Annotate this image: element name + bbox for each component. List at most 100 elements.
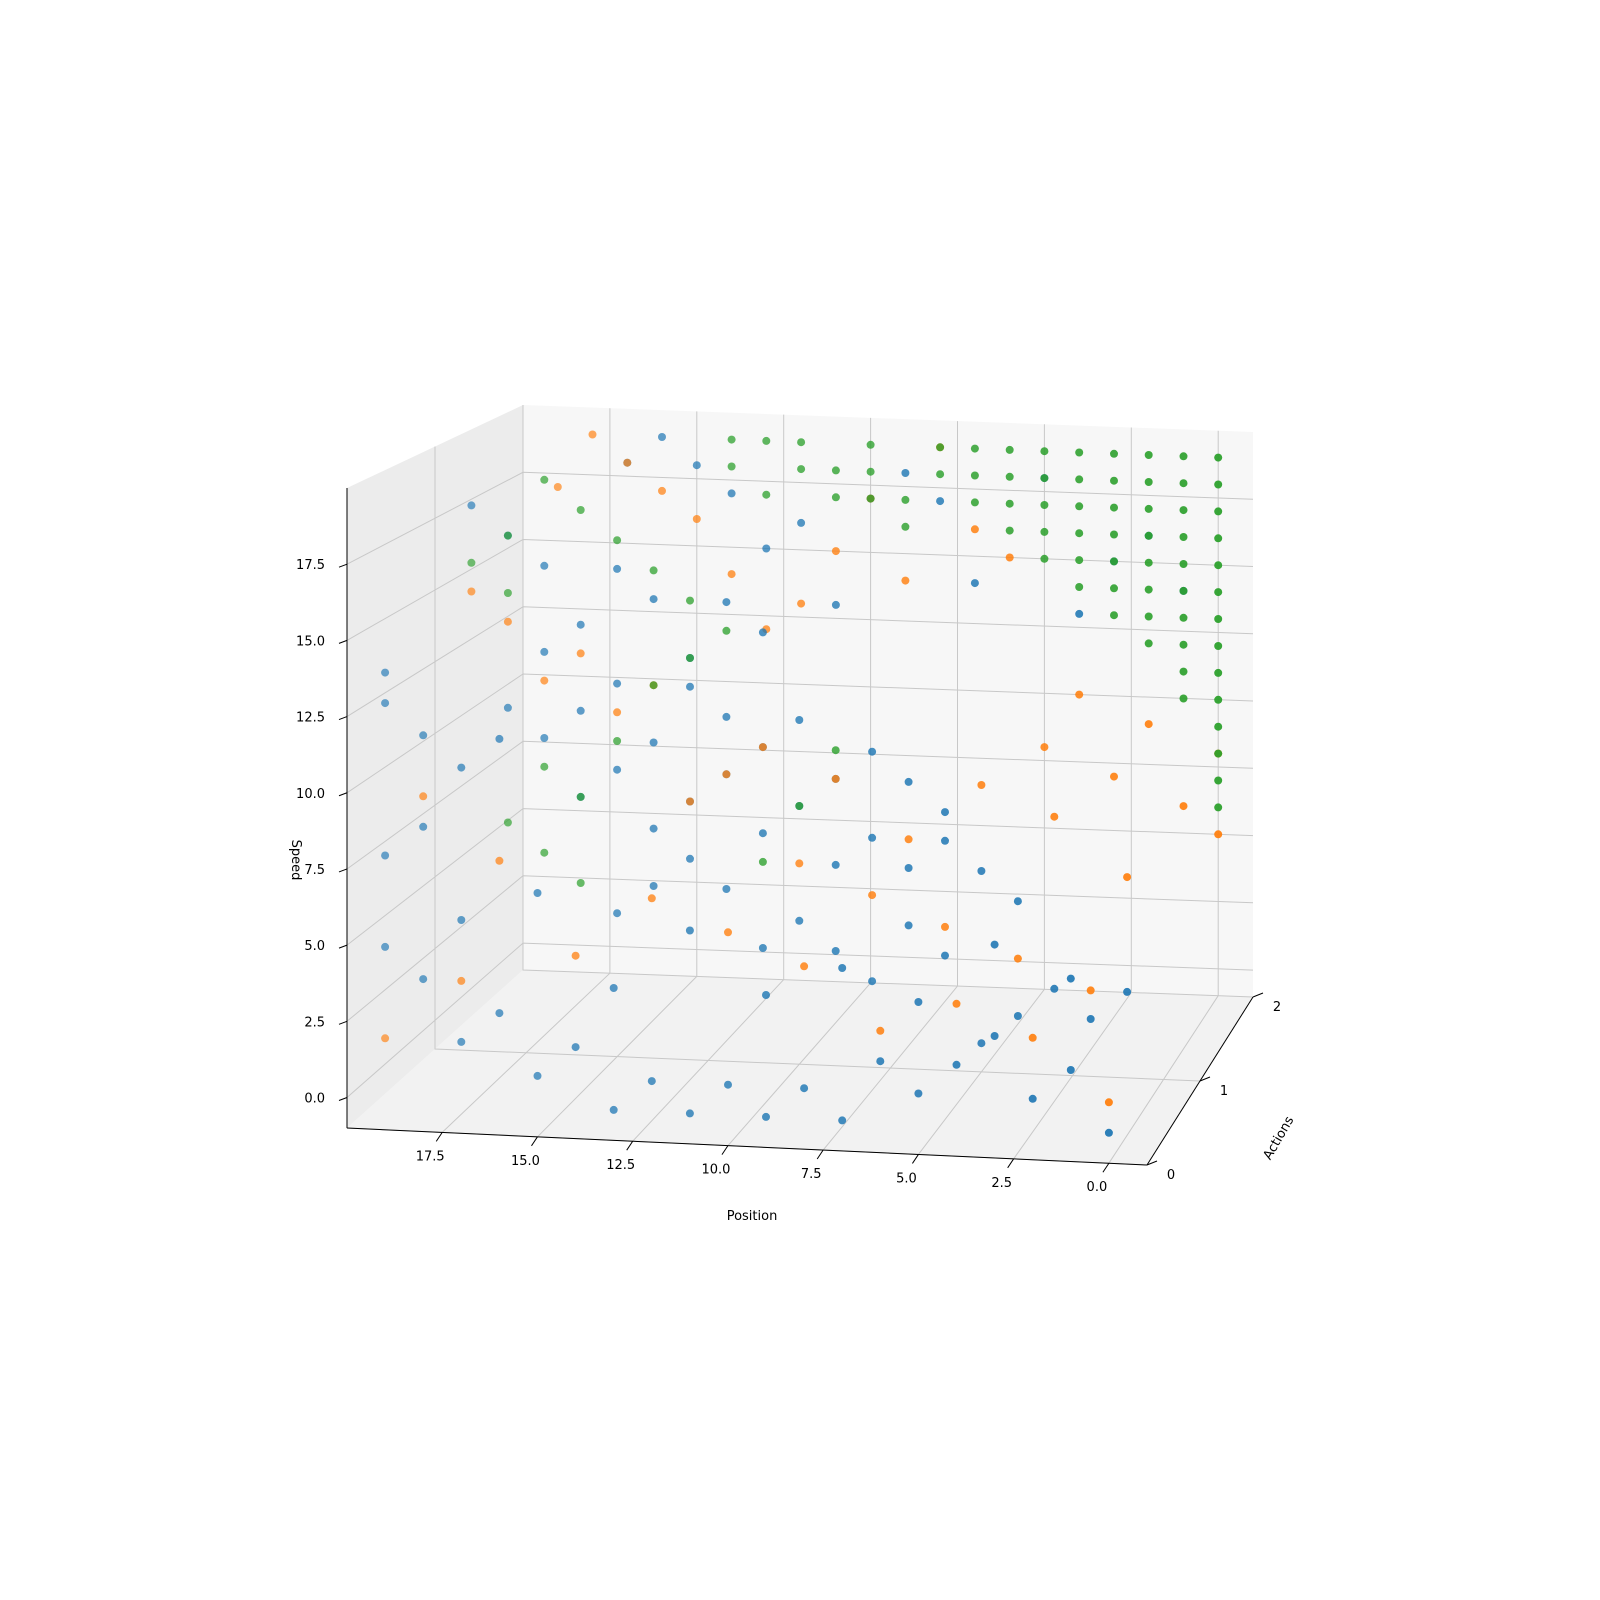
- point-series-1: [1040, 743, 1049, 752]
- point-series-0: [758, 628, 767, 637]
- point-series-2: [1179, 613, 1188, 622]
- x-tick: [531, 1136, 538, 1147]
- point-series-2: [1110, 530, 1118, 539]
- back-pane: [523, 405, 1253, 997]
- x-tick: [912, 1154, 919, 1164]
- point-series-0: [381, 699, 390, 708]
- point-series-0: [724, 1080, 732, 1089]
- point-series-0: [457, 763, 466, 772]
- point-series-1: [1013, 954, 1022, 963]
- point-series-2: [970, 471, 979, 480]
- point-series-1: [692, 515, 701, 523]
- x-tick-label: 5.0: [896, 1171, 917, 1186]
- point-series-0: [868, 977, 877, 986]
- point-series-2: [1179, 694, 1188, 703]
- point-series-2: [503, 818, 512, 827]
- point-series-0: [795, 716, 804, 724]
- point-series-0: [419, 975, 428, 984]
- z-gridline: [346, 471, 1254, 565]
- point-series-0: [1075, 609, 1084, 618]
- z-tick-label: 5.0: [304, 939, 325, 954]
- z-gridline: [346, 740, 1254, 870]
- point-series-2: [1214, 695, 1223, 704]
- point-series-2: [686, 596, 694, 605]
- y-tick: [1252, 992, 1264, 998]
- point-series-2: [1075, 556, 1084, 565]
- point-series-0: [381, 668, 390, 677]
- point-series-2: [649, 681, 658, 690]
- point-series-0: [1050, 984, 1059, 993]
- point-series-2: [1179, 586, 1188, 595]
- point-series-2: [970, 498, 979, 507]
- point-series-0: [692, 461, 701, 470]
- point-series-2: [1075, 475, 1084, 484]
- point-series-2: [1214, 776, 1223, 785]
- x-tick-label: 12.5: [606, 1158, 635, 1173]
- y-tick-label: 0: [1167, 1168, 1175, 1183]
- point-series-1: [588, 430, 597, 439]
- point-series-2: [1110, 449, 1118, 458]
- point-series-0: [576, 706, 585, 715]
- point-series-2: [1214, 588, 1223, 597]
- point-series-1: [724, 928, 732, 937]
- point-series-2: [831, 493, 840, 502]
- point-series-0: [571, 1043, 580, 1052]
- point-series-2: [540, 848, 549, 857]
- point-series-1: [722, 770, 731, 779]
- z-gridline: [346, 808, 1254, 946]
- point-series-0: [576, 620, 585, 629]
- point-series-2: [540, 762, 549, 771]
- point-series-2: [1144, 612, 1153, 621]
- point-series-0: [758, 829, 767, 838]
- point-series-2: [1110, 476, 1118, 485]
- point-series-2: [503, 531, 512, 540]
- point-series-2: [613, 737, 622, 745]
- point-series-1: [868, 891, 877, 900]
- y-tick: [1146, 1160, 1158, 1166]
- point-series-2: [1110, 503, 1118, 512]
- point-series-0: [1066, 1066, 1075, 1074]
- point-series-1: [647, 894, 656, 903]
- point-series-2: [1040, 527, 1049, 536]
- x-tick: [1102, 1162, 1110, 1173]
- point-series-0: [495, 1009, 504, 1018]
- point-series-1: [970, 525, 979, 534]
- point-series-2: [866, 494, 875, 503]
- point-series-0: [977, 867, 986, 875]
- point-series-0: [868, 747, 877, 756]
- point-series-1: [467, 587, 476, 596]
- z-tick-label: 2.5: [304, 1015, 325, 1030]
- point-series-2: [936, 470, 945, 479]
- z-tick-label: 12.5: [296, 711, 325, 726]
- point-series-2: [1179, 667, 1188, 676]
- point-series-0: [1013, 1012, 1022, 1020]
- point-series-1: [495, 856, 504, 865]
- point-series-2: [797, 465, 806, 474]
- point-series-2: [1179, 479, 1188, 488]
- y-tick: [1199, 1076, 1211, 1082]
- point-series-0: [831, 600, 840, 609]
- point-series-0: [613, 564, 622, 573]
- point-series-0: [901, 469, 910, 477]
- point-series-1: [1028, 1033, 1037, 1042]
- x-tick-label: 7.5: [801, 1167, 822, 1182]
- z-gridline: [346, 875, 1254, 1022]
- point-series-0: [758, 944, 767, 952]
- point-series-2: [1214, 561, 1223, 570]
- point-series-0: [533, 1071, 542, 1080]
- point-series-2: [866, 440, 875, 449]
- point-series-0: [722, 598, 731, 607]
- point-series-1: [977, 781, 986, 789]
- point-series-2: [540, 475, 549, 484]
- point-series-0: [762, 991, 770, 999]
- y-tick-label: 1: [1220, 1084, 1228, 1099]
- point-series-0: [613, 765, 622, 774]
- point-series-0: [1028, 1094, 1037, 1103]
- z-tick: [338, 1097, 348, 1101]
- point-series-0: [970, 579, 979, 588]
- point-series-0: [503, 703, 512, 712]
- point-series-2: [1179, 640, 1188, 649]
- point-series-1: [1005, 553, 1014, 562]
- x-tick-label: 10.0: [701, 1163, 730, 1178]
